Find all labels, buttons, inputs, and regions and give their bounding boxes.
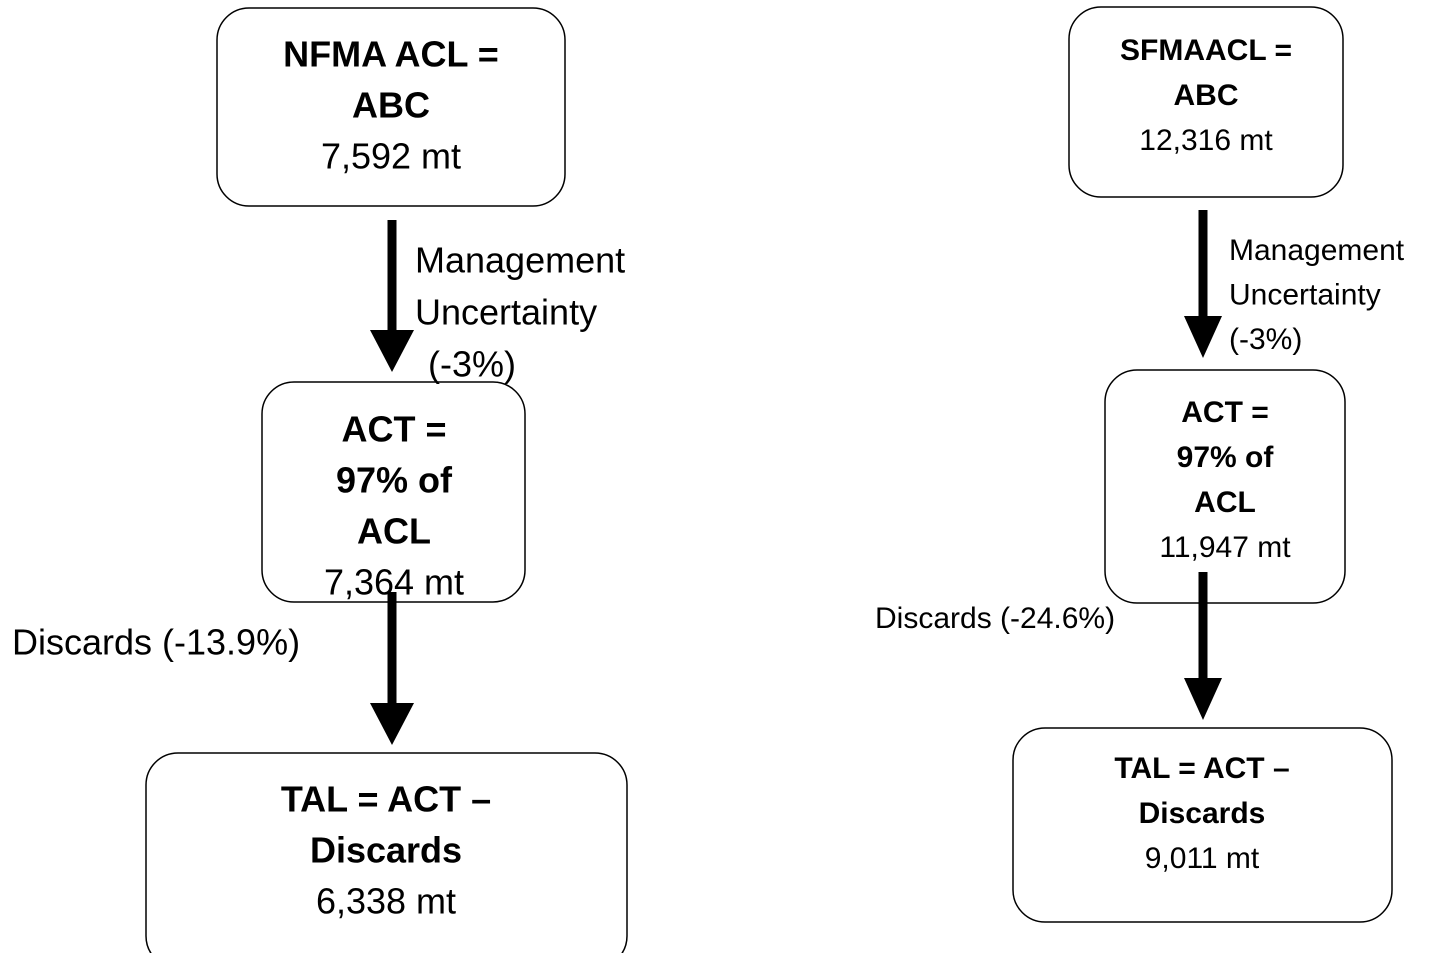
node-title: ABC	[352, 85, 430, 126]
node-title: Discards	[310, 830, 462, 871]
node-box	[1012, 727, 1393, 923]
node-title: 97% of	[1177, 441, 1275, 474]
node-box	[216, 7, 566, 207]
edge-label: Discards (-13.9%)	[12, 622, 300, 663]
node-value: 12,316 mt	[1139, 124, 1273, 157]
edge-label: (-3%)	[428, 344, 516, 385]
edge-label: Management	[1229, 234, 1405, 267]
edge-label: (-3%)	[1229, 323, 1302, 356]
node-value: 7,592 mt	[321, 136, 461, 177]
node-title: SFMAACL =	[1120, 34, 1292, 67]
node-value: 9,011 mt	[1145, 842, 1260, 875]
node-title: ACL	[1194, 486, 1256, 519]
node-title: ACL	[357, 511, 431, 552]
node-title: ACT =	[1181, 396, 1269, 429]
node-box	[1068, 6, 1344, 198]
node-box	[1104, 369, 1346, 604]
arrow-head	[370, 330, 414, 372]
node-box	[145, 752, 628, 953]
node-title: NFMA ACL =	[283, 34, 499, 75]
node-title: ABC	[1174, 79, 1239, 112]
edge-label: Discards (-24.6%)	[875, 602, 1115, 635]
arrow-head	[1184, 316, 1222, 358]
edge-label: Management	[415, 240, 625, 281]
arrow-head	[370, 703, 414, 745]
node-title: 97% of	[336, 460, 453, 501]
node-title: ACT =	[341, 409, 446, 450]
node-title: TAL = ACT –	[281, 779, 491, 820]
node-value: 6,338 mt	[316, 881, 456, 922]
node-title: TAL = ACT –	[1114, 752, 1289, 785]
arrow-head	[1184, 678, 1222, 720]
node-title: Discards	[1139, 797, 1266, 830]
edge-label: Uncertainty	[415, 292, 597, 333]
node-value: 11,947 mt	[1159, 531, 1291, 564]
edge-label: Uncertainty	[1229, 278, 1381, 311]
